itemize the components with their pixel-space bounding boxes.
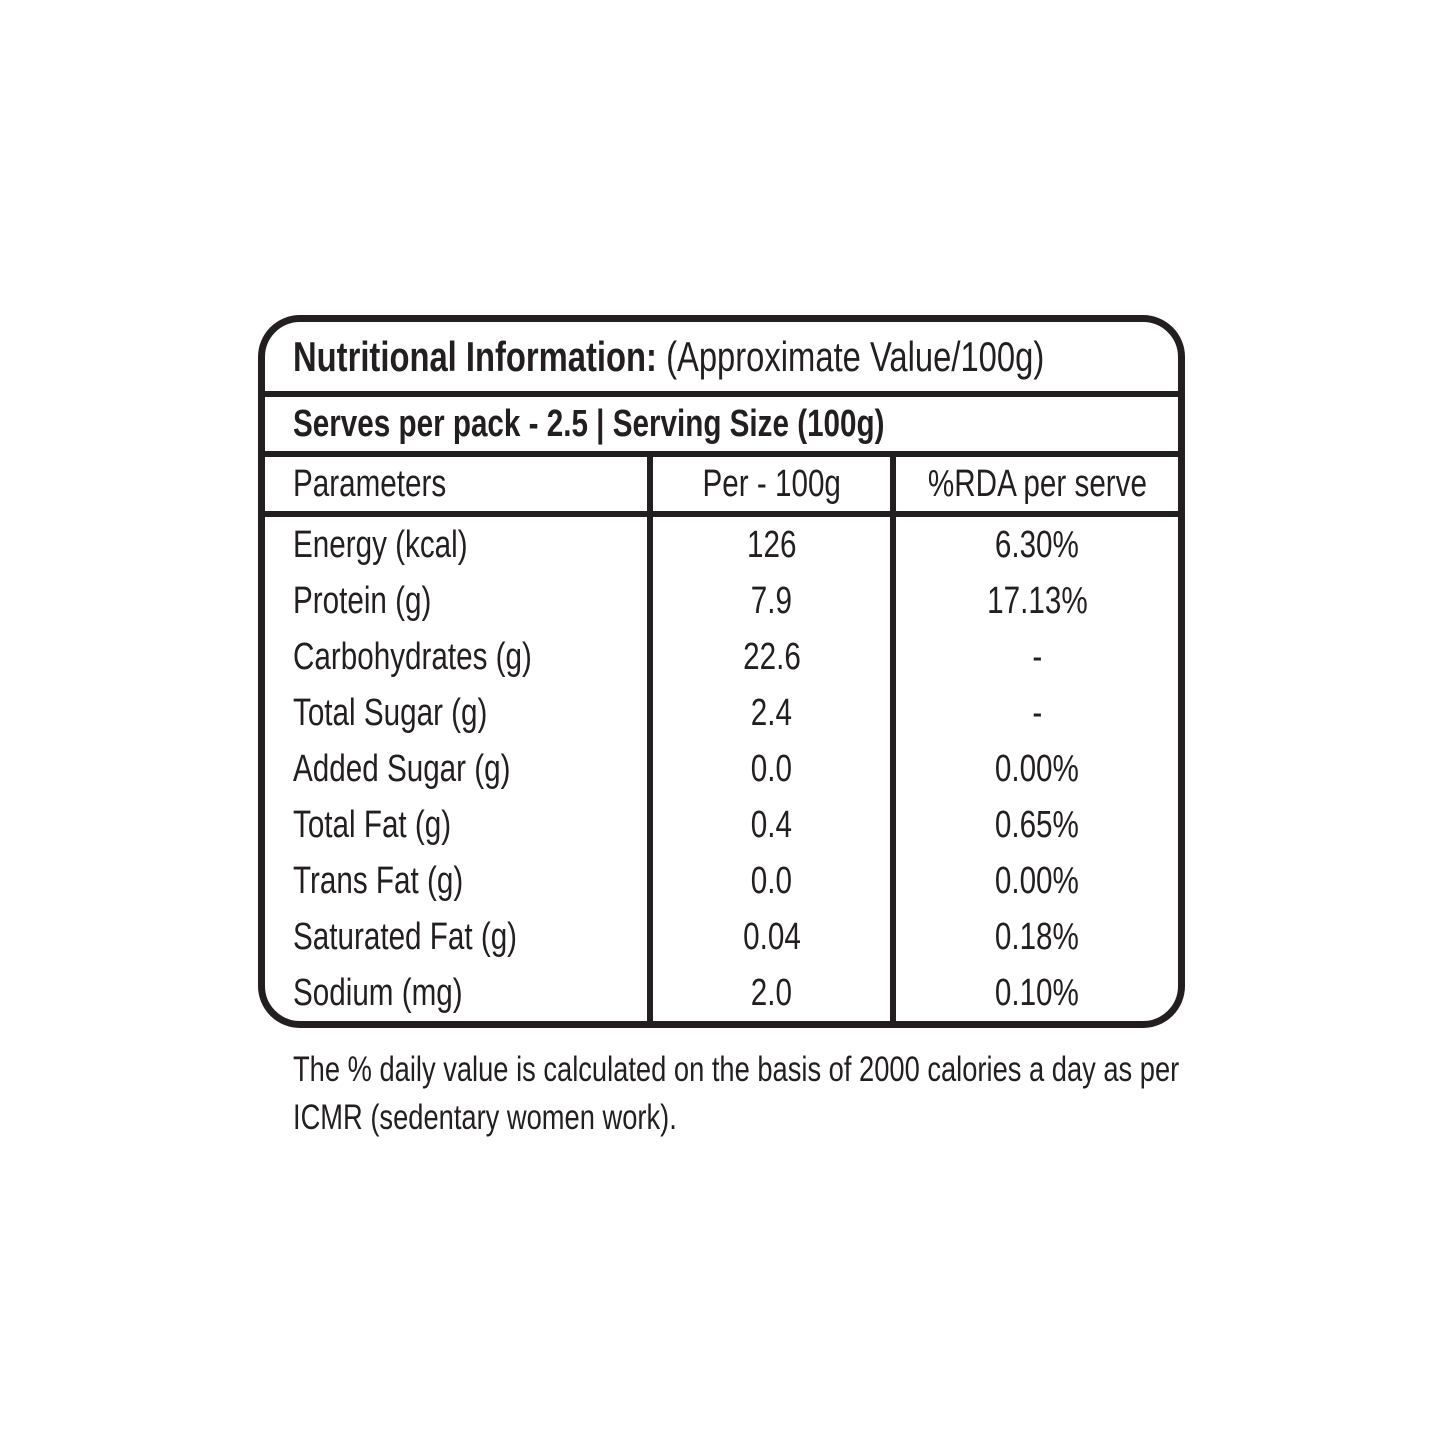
header-cell-rda-per-serve: %RDA per serve: [890, 457, 1178, 511]
cell-per-100g: 0.0: [647, 741, 890, 797]
cell-parameter: Energy (kcal): [265, 517, 647, 573]
cell-per-100g: 126: [647, 517, 890, 573]
cell-rda-per-serve: -: [890, 629, 1178, 685]
table-row: Total Fat (g) 0.4 0.65%: [265, 797, 1178, 853]
table-row: Carbohydrates (g) 22.6 -: [265, 629, 1178, 685]
parameter-label: Trans Fat (g): [293, 859, 464, 902]
parameter-label: Added Sugar (g): [293, 747, 511, 790]
cell-per-100g: 7.9: [647, 573, 890, 629]
panel-title: Nutritional Information: (Approximate Va…: [293, 333, 1044, 381]
table-row: Trans Fat (g) 0.0 0.00%: [265, 853, 1178, 909]
rda-value: 0.00%: [994, 859, 1080, 902]
cell-per-100g: 0.4: [647, 797, 890, 853]
parameter-label: Sodium (mg): [293, 971, 463, 1014]
cell-parameter: Sodium (mg): [265, 965, 647, 1021]
cell-rda-per-serve: 0.10%: [890, 965, 1178, 1021]
cell-parameter: Added Sugar (g): [265, 741, 647, 797]
per-100g-value: 0.04: [742, 915, 801, 958]
cell-per-100g: 22.6: [647, 629, 890, 685]
cell-parameter: Total Fat (g): [265, 797, 647, 853]
table-row: Added Sugar (g) 0.0 0.00%: [265, 741, 1178, 797]
cell-rda-per-serve: 0.18%: [890, 909, 1178, 965]
cell-parameter: Trans Fat (g): [265, 853, 647, 909]
header-rda-label: %RDA per serve: [927, 462, 1147, 505]
parameter-label: Total Sugar (g): [293, 691, 488, 734]
per-100g-value: 22.6: [742, 635, 801, 678]
per-100g-value: 2.4: [750, 691, 793, 734]
per-100g-value: 0.0: [750, 859, 793, 902]
per-100g-value: 0.0: [750, 747, 793, 790]
cell-per-100g: 2.4: [647, 685, 890, 741]
header-cell-per-100g: Per - 100g: [647, 457, 890, 511]
per-100g-value: 0.4: [750, 803, 793, 846]
parameter-label: Total Fat (g): [293, 803, 452, 846]
parameter-label: Energy (kcal): [293, 523, 468, 566]
header-parameters-label: Parameters: [293, 462, 447, 505]
table-row: Sodium (mg) 2.0 0.10%: [265, 965, 1178, 1021]
cell-rda-per-serve: 0.00%: [890, 741, 1178, 797]
cell-rda-per-serve: -: [890, 685, 1178, 741]
parameter-label: Carbohydrates (g): [293, 635, 532, 678]
title-row: Nutritional Information: (Approximate Va…: [265, 322, 1178, 397]
rda-value: 17.13%: [986, 579, 1088, 622]
title-label: Nutritional Information:: [293, 332, 657, 380]
footnote-text-2: ICMR (sedentary women work).: [293, 1098, 677, 1137]
rda-value: 0.18%: [994, 915, 1080, 958]
nutrition-panel: Nutritional Information: (Approximate Va…: [258, 315, 1185, 1028]
footnote-line-2: ICMR (sedentary women work).: [293, 1094, 1393, 1142]
rda-value: 0.10%: [994, 971, 1080, 1014]
footnote: The % daily value is calculated on the b…: [293, 1046, 1393, 1142]
per-100g-value: 126: [746, 523, 797, 566]
cell-parameter: Protein (g): [265, 573, 647, 629]
header-per-100g-label: Per - 100g: [702, 462, 841, 505]
table-row: Saturated Fat (g) 0.04 0.18%: [265, 909, 1178, 965]
nutrition-table: Parameters Per - 100g %RDA per serve Ene…: [265, 457, 1178, 1021]
table-header-row: Parameters Per - 100g %RDA per serve: [265, 457, 1178, 517]
parameter-label: Saturated Fat (g): [293, 915, 518, 958]
title-suffix: (Approximate Value/100g): [656, 332, 1045, 380]
table-row: Energy (kcal) 126 6.30%: [265, 517, 1178, 573]
parameter-label: Protein (g): [293, 579, 432, 622]
cell-parameter: Carbohydrates (g): [265, 629, 647, 685]
cell-rda-per-serve: 6.30%: [890, 517, 1178, 573]
per-100g-value: 2.0: [750, 971, 793, 1014]
table-row: Protein (g) 7.9 17.13%: [265, 573, 1178, 629]
cell-rda-per-serve: 17.13%: [890, 573, 1178, 629]
rda-value: -: [1032, 635, 1042, 678]
rda-value: 0.65%: [994, 803, 1080, 846]
cell-parameter: Total Sugar (g): [265, 685, 647, 741]
serves-row: Serves per pack - 2.5 | Serving Size (10…: [265, 397, 1178, 457]
cell-per-100g: 2.0: [647, 965, 890, 1021]
cell-rda-per-serve: 0.00%: [890, 853, 1178, 909]
rda-value: -: [1032, 691, 1042, 734]
rda-value: 6.30%: [994, 523, 1080, 566]
cell-per-100g: 0.04: [647, 909, 890, 965]
footnote-text-1: The % daily value is calculated on the b…: [293, 1050, 1180, 1089]
cell-parameter: Saturated Fat (g): [265, 909, 647, 965]
per-100g-value: 7.9: [750, 579, 793, 622]
cell-rda-per-serve: 0.65%: [890, 797, 1178, 853]
serves-label: Serves per pack - 2.5 | Serving Size (10…: [293, 402, 885, 445]
cell-per-100g: 0.0: [647, 853, 890, 909]
table-row: Total Sugar (g) 2.4 -: [265, 685, 1178, 741]
rda-value: 0.00%: [994, 747, 1080, 790]
footnote-line-1: The % daily value is calculated on the b…: [293, 1046, 1393, 1094]
header-cell-parameters: Parameters: [265, 457, 647, 511]
